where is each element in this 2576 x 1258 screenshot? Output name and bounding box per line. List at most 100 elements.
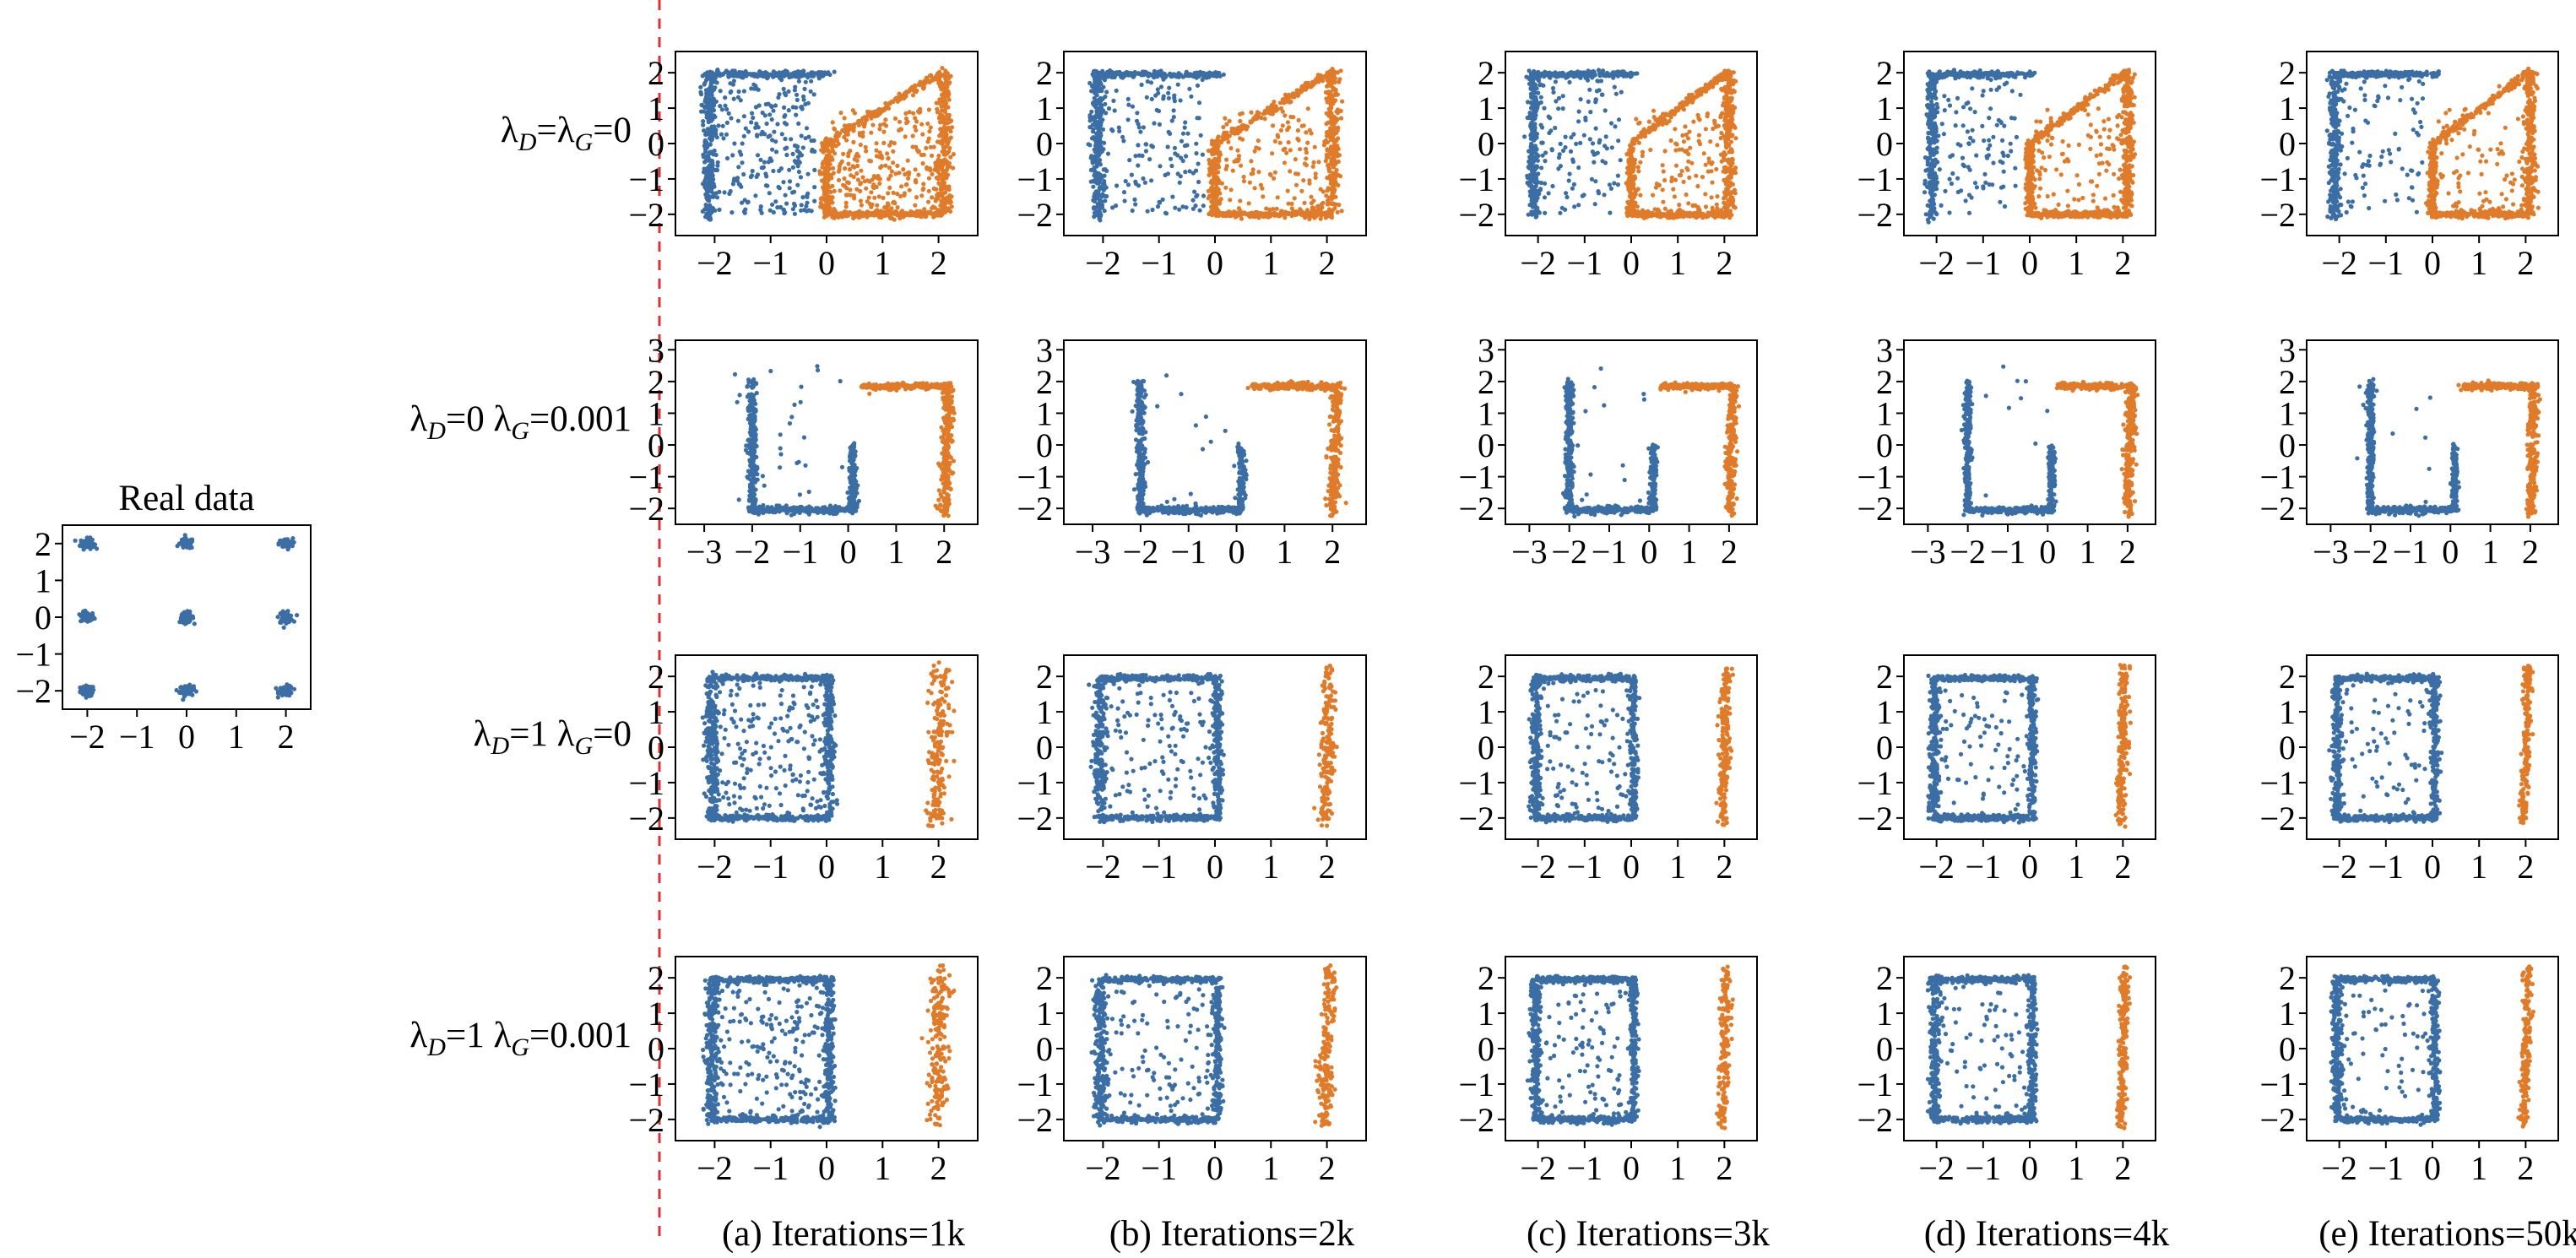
generator-blue-point bbox=[1576, 165, 1581, 171]
generator-blue-point bbox=[751, 115, 756, 121]
generator-blue-point bbox=[786, 108, 791, 113]
generator-blue-point bbox=[1171, 108, 1176, 113]
generator-orange-point bbox=[873, 211, 878, 217]
generator-orange-point bbox=[1285, 127, 1290, 133]
generator-blue-point bbox=[1187, 86, 1192, 91]
generator-orange-point bbox=[938, 191, 943, 196]
generator-blue-point bbox=[1567, 79, 1572, 84]
x-tick-label: −1 bbox=[119, 718, 155, 756]
generator-blue-point bbox=[805, 191, 811, 196]
generator-orange-point bbox=[1247, 180, 1252, 185]
generator-blue-point bbox=[1093, 168, 1098, 173]
generator-orange-point bbox=[1305, 106, 1310, 111]
generator-blue-point bbox=[1155, 87, 1160, 92]
generator-orange-point bbox=[1310, 164, 1315, 169]
generator-blue-point bbox=[1097, 216, 1102, 221]
generator-blue-point bbox=[803, 79, 808, 84]
generator-blue-point bbox=[1102, 78, 1107, 83]
generator-blue-point bbox=[1165, 144, 1170, 149]
generator-orange-point bbox=[891, 160, 896, 165]
generator-orange-point bbox=[935, 168, 940, 173]
generator-blue-point bbox=[762, 113, 767, 118]
generator-blue-point bbox=[712, 76, 717, 81]
generator-blue-point bbox=[1091, 198, 1096, 203]
generator-orange-point bbox=[941, 118, 946, 124]
generator-blue-point bbox=[1615, 173, 1620, 178]
generator-orange-point bbox=[1210, 160, 1215, 165]
generator-orange-point bbox=[1684, 95, 1689, 101]
generator-blue-point bbox=[1158, 84, 1164, 89]
real-point bbox=[82, 540, 87, 545]
generator-orange-point bbox=[1283, 211, 1288, 216]
generator-orange-point bbox=[1299, 188, 1304, 193]
generator-blue-point bbox=[731, 178, 736, 183]
generator-blue-point bbox=[706, 173, 712, 178]
generator-orange-point bbox=[897, 91, 902, 96]
generator-orange-point bbox=[895, 192, 900, 197]
generator-blue-point bbox=[787, 186, 792, 191]
generator-blue-point bbox=[1158, 164, 1163, 169]
real-point bbox=[95, 546, 100, 551]
generator-blue-point bbox=[798, 175, 804, 180]
generator-orange-point bbox=[935, 176, 941, 182]
generator-blue-point bbox=[708, 185, 713, 190]
generator-blue-point bbox=[1125, 117, 1131, 122]
real-point bbox=[82, 686, 87, 691]
generator-blue-point bbox=[737, 182, 743, 187]
generator-blue-point bbox=[790, 165, 796, 170]
generator-blue-point bbox=[753, 125, 758, 130]
generator-orange-point bbox=[926, 176, 931, 181]
scatter-points bbox=[698, 66, 956, 222]
generator-orange-point bbox=[830, 183, 835, 188]
generator-orange-point bbox=[900, 209, 905, 214]
generator-orange-point bbox=[1283, 146, 1288, 151]
generator-orange-point bbox=[1216, 187, 1221, 192]
generator-blue-point bbox=[769, 117, 774, 122]
generator-blue-point bbox=[705, 165, 710, 171]
real-point bbox=[295, 613, 300, 618]
generator-orange-point bbox=[1331, 125, 1337, 130]
generator-blue-point bbox=[1098, 150, 1103, 155]
generator-blue-point bbox=[781, 180, 786, 185]
generator-orange-point bbox=[1284, 150, 1289, 155]
generator-orange-point bbox=[930, 195, 935, 200]
generator-blue-point bbox=[1127, 158, 1132, 163]
generator-orange-point bbox=[860, 175, 865, 180]
generator-orange-point bbox=[931, 144, 936, 149]
generator-orange-point bbox=[1304, 156, 1309, 161]
generator-blue-point bbox=[770, 138, 775, 143]
generator-blue-point bbox=[1143, 149, 1148, 154]
generator-orange-point bbox=[1208, 180, 1213, 185]
x-tick-label: 2 bbox=[1319, 244, 1336, 282]
generator-blue-point bbox=[731, 79, 737, 84]
generator-blue-point bbox=[729, 116, 734, 121]
generator-blue-point bbox=[1528, 144, 1533, 150]
generator-orange-point bbox=[1227, 118, 1232, 123]
generator-orange-point bbox=[903, 134, 908, 139]
generator-orange-point bbox=[946, 89, 951, 95]
generator-blue-point bbox=[1578, 140, 1583, 145]
y-tick-label: 0 bbox=[648, 125, 664, 163]
generator-blue-point bbox=[1556, 166, 1561, 171]
generator-orange-point bbox=[889, 169, 894, 174]
generator-orange-point bbox=[945, 195, 950, 200]
generator-orange-point bbox=[845, 123, 850, 128]
generator-orange-point bbox=[1624, 205, 1630, 210]
generator-blue-point bbox=[1104, 193, 1109, 199]
generator-blue-point bbox=[795, 149, 800, 154]
generator-blue-point bbox=[1098, 199, 1104, 204]
generator-orange-point bbox=[916, 82, 921, 87]
generator-orange-point bbox=[1332, 205, 1337, 211]
generator-orange-point bbox=[865, 178, 870, 183]
generator-orange-point bbox=[838, 211, 843, 217]
generator-blue-point bbox=[720, 123, 725, 128]
generator-blue-point bbox=[794, 105, 799, 110]
generator-blue-point bbox=[1090, 84, 1095, 89]
generator-blue-point bbox=[746, 72, 751, 77]
generator-orange-point bbox=[1301, 178, 1306, 183]
generator-orange-point bbox=[824, 186, 829, 191]
generator-orange-point bbox=[1330, 98, 1335, 103]
generator-blue-point bbox=[1114, 183, 1120, 188]
generator-blue-point bbox=[701, 122, 706, 127]
generator-orange-point bbox=[848, 187, 853, 192]
